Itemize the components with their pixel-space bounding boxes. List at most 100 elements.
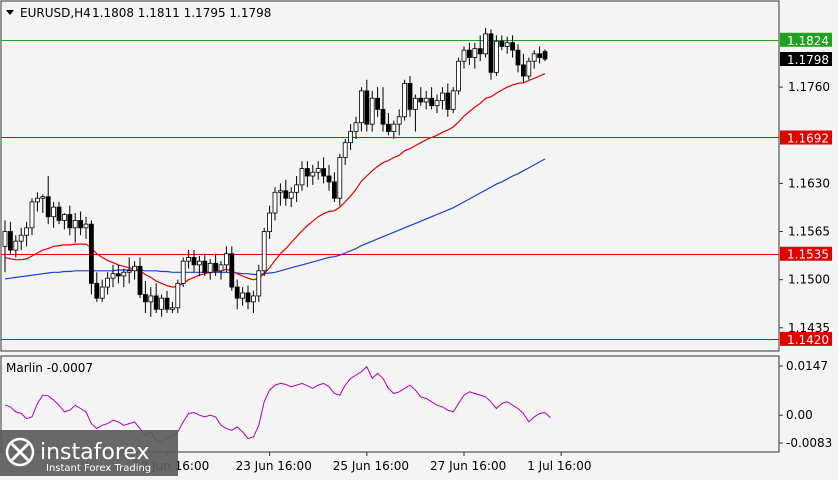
candle-body-bull <box>186 257 192 262</box>
candle-21 <box>116 264 121 284</box>
candle-13 <box>72 213 78 243</box>
candle-63 <box>342 138 348 165</box>
candle-98 <box>531 50 537 69</box>
symbol-label: EURUSD,H4 <box>20 6 91 20</box>
marlin-line <box>4 365 551 443</box>
candle-body-bear <box>229 253 235 288</box>
candle-body-bull <box>250 295 256 303</box>
candle-49 <box>267 205 273 239</box>
candle-12 <box>67 205 73 236</box>
candle-body-bear <box>191 257 197 266</box>
candle-46 <box>250 290 256 313</box>
candle-body-bear <box>380 108 386 125</box>
candle-body-bear <box>515 49 521 66</box>
candle-30 <box>164 290 170 313</box>
candle-84 <box>456 57 462 95</box>
price-badge-level[interactable]: 1.1420 <box>780 331 832 347</box>
candle-body-bull <box>180 260 186 284</box>
candle-59 <box>321 157 327 184</box>
candle-body-bull <box>24 227 30 236</box>
candle-52 <box>283 179 289 206</box>
candle-body-bear <box>331 181 337 199</box>
candle-80 <box>434 94 440 114</box>
candle-6 <box>35 192 40 212</box>
watermark-brand: instaforex <box>40 440 150 465</box>
candle-body-bear <box>537 53 542 58</box>
candle-38 <box>207 258 213 280</box>
candle-body-bear <box>429 97 435 107</box>
candle-25 <box>137 257 143 299</box>
candle-body-bull <box>2 231 8 247</box>
candle-body-bear <box>385 123 391 132</box>
price-tick-label: 1.1630 <box>788 176 830 190</box>
candle-body-bull <box>159 297 165 310</box>
candle-body-bear <box>407 83 413 110</box>
candle-body-bull <box>121 271 127 277</box>
candle-19 <box>105 272 110 295</box>
candle-body-bull <box>456 60 462 92</box>
candle-99 <box>537 46 542 64</box>
candle-body-bull <box>369 97 375 125</box>
badge-label: 1.1824 <box>787 34 829 48</box>
price-tick-label: 1.1565 <box>788 225 830 239</box>
price-panel[interactable] <box>0 0 780 352</box>
candle-body-bull <box>272 191 278 214</box>
candle-body-bear <box>326 175 332 183</box>
price-badge-level[interactable]: 1.1692 <box>780 130 832 145</box>
collapse-arrow-icon[interactable] <box>6 10 14 15</box>
candle-88 <box>477 35 483 62</box>
candle-body-bull <box>402 83 408 118</box>
candle-body-bull <box>391 123 397 132</box>
candle-87 <box>472 42 478 69</box>
candle-60 <box>326 164 332 191</box>
candle-body-bear <box>94 282 100 299</box>
candle-97 <box>526 57 532 80</box>
candle-body-bear <box>542 51 548 60</box>
candle-55 <box>299 161 305 191</box>
candle-23 <box>126 257 132 284</box>
badge-bg <box>780 52 832 67</box>
candle-18 <box>99 279 105 302</box>
candle-body-bull <box>310 171 316 177</box>
candle-body-bear <box>89 223 94 284</box>
candle-body-bull <box>493 40 499 73</box>
candle-body-bear <box>510 42 516 51</box>
candle-27 <box>148 287 154 317</box>
price-badge-price[interactable]: 1.1798 <box>780 52 832 67</box>
price-badge-level[interactable]: 1.1535 <box>780 246 832 262</box>
candle-15 <box>83 216 89 239</box>
candle-body-bull <box>35 197 40 203</box>
candle-body-bull <box>288 191 294 199</box>
candle-0 <box>2 220 8 273</box>
candle-91 <box>493 35 499 77</box>
candle-body-bear <box>245 292 251 303</box>
candle-body-bull <box>169 307 175 310</box>
candle-body-bull <box>223 253 229 266</box>
time-tick-label: 27 Jun 16:00 <box>430 459 506 473</box>
candle-body-bull <box>439 92 445 101</box>
candle-62 <box>337 153 343 206</box>
candle-body-bull <box>504 42 510 47</box>
candle-body-bull <box>83 223 89 229</box>
candle-body-bull <box>261 231 267 272</box>
candle-body-bear <box>234 286 240 299</box>
candle-77 <box>418 87 424 106</box>
indicator-label: Marlin -0.0007 <box>6 361 93 375</box>
candle-100 <box>542 49 548 62</box>
osc-tick-label: 0.00 <box>786 408 813 422</box>
badge-label: 1.1798 <box>787 53 829 67</box>
candle-8 <box>45 176 51 225</box>
candle-28 <box>153 283 159 313</box>
price-badge-high[interactable]: 1.1824 <box>780 32 832 48</box>
candle-body-bear <box>521 64 526 77</box>
candle-66 <box>358 87 364 132</box>
candle-7 <box>40 194 46 214</box>
watermark: instaforex Instant Forex Trading <box>0 430 178 476</box>
candle-body-bear <box>477 48 483 55</box>
candle-89 <box>483 27 489 58</box>
candle-body-bull <box>18 234 24 242</box>
candle-78 <box>423 90 429 110</box>
candle-44 <box>240 287 246 306</box>
